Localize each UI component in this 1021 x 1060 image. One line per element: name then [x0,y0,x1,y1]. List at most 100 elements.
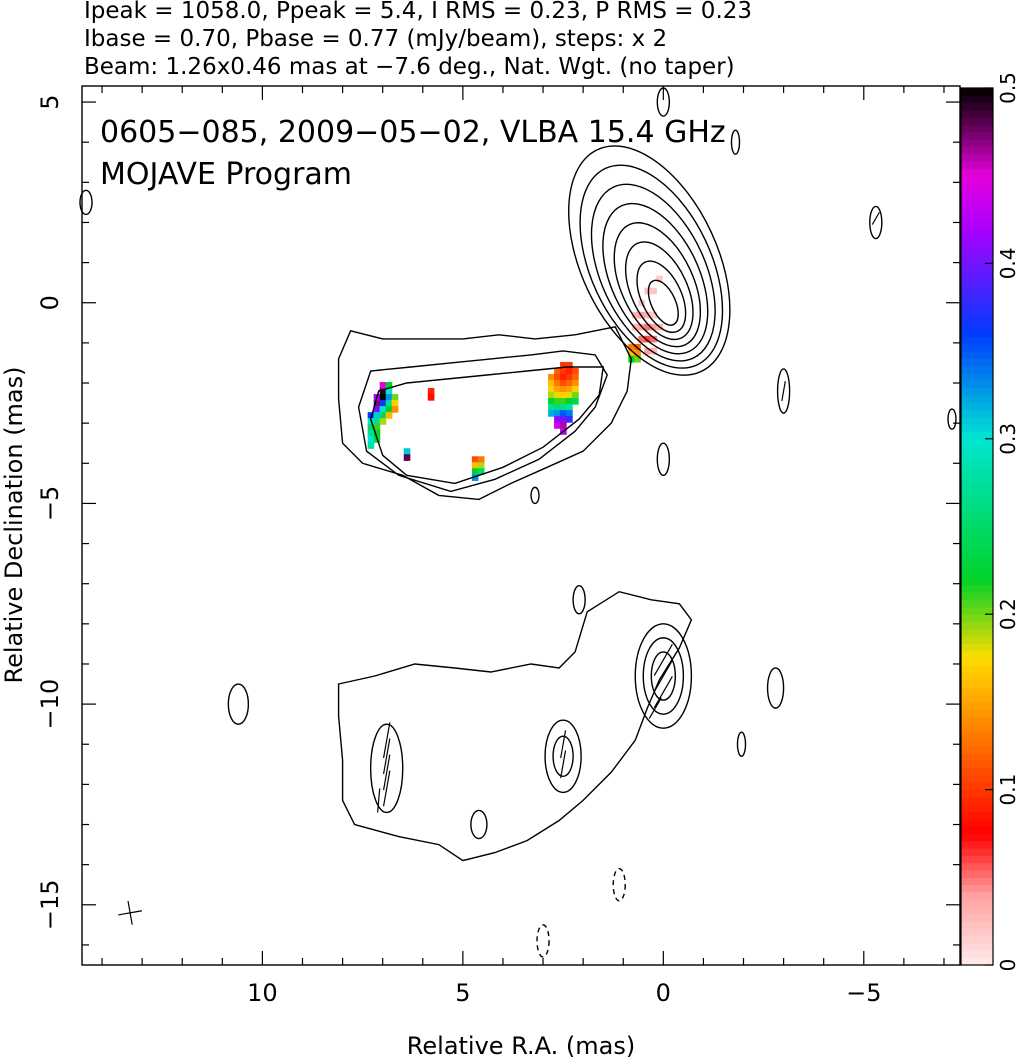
pol-pixel [650,287,657,295]
x-tick-label: 0 [656,979,671,1007]
colorbar-cell [961,511,993,520]
colorbar-cell [961,811,993,820]
evpa-vector [653,660,673,692]
noise-contour [227,683,250,725]
pol-pixel [373,400,381,407]
pol-pixel [566,386,573,393]
y-tick-label: 5 [36,94,64,109]
pol-pixel [403,448,411,455]
colorbar-cell [961,204,993,213]
noise-contour [736,731,747,757]
colorbar-cell [961,789,993,798]
core-contour [613,222,702,348]
pol-pixel [554,380,561,387]
colorbar-cell [961,402,993,411]
colorbar-cell [961,650,993,659]
pol-pixel [560,380,567,387]
pol-pixel [560,386,567,393]
pol-pixel [391,406,399,413]
colorbar-cell [961,848,993,856]
pol-pixel [373,424,381,431]
colorbar-cell [961,380,993,389]
colorbar-cell [961,592,993,601]
pol-pixel [554,404,561,411]
pol-pixel [650,335,657,343]
pol-blob-contour [369,723,404,814]
colorbar-cell [961,745,993,754]
evpa-vectors [118,212,880,925]
pol-blob-contour [634,623,693,729]
core-contour [647,279,679,326]
colorbar-cell [961,329,993,337]
pol-pixel [560,410,567,417]
colorbar-cell [961,950,993,959]
colorbar-cell [961,899,993,908]
pol-pixel [650,347,657,355]
axis-ticks [82,86,960,965]
y-axis-label: Relative Declination (mas) [0,366,28,683]
pol-pixel [644,335,651,343]
pol-pixel [379,406,387,413]
colorbar-cell [961,731,993,739]
pol-pixel [548,373,555,381]
colorbar-cell [961,292,993,301]
evpa-vector [377,788,381,813]
colorbar-cell [961,373,993,381]
pol-pixel [427,388,435,395]
pol-pixel [379,400,387,407]
pol-pixel [566,392,573,399]
colorbar-cell [961,278,993,286]
colorbar-cell [961,928,993,937]
colorbar-cell [961,460,993,469]
colorbar-cell [961,197,993,206]
x-tick-label: 5 [455,979,470,1007]
colorbar-cell [961,621,993,630]
header-line3: Beam: 1.26x0.46 mas at −7.6 deg., Nat. W… [84,54,735,80]
colorbar-cell [961,409,993,418]
y-tick-label: −10 [36,679,64,730]
noise-contour [730,129,741,155]
noise-contour [79,189,93,216]
colorbar-cell [961,504,993,513]
pol-pixel [560,361,567,369]
colorbar-cell [961,840,993,849]
pol-pixel [554,367,561,375]
colorbar-tick-label: 0.4 [996,247,1020,279]
pol-pixel [471,474,479,481]
colorbar-cell [961,665,993,674]
pol-pixel [656,275,663,283]
colorbar-cell [961,468,993,476]
pol-pixel [554,422,561,429]
evpa-vector [781,381,786,402]
pol-pixel [471,462,479,469]
pol-pixel [548,410,555,417]
noise-contour [612,867,626,902]
jet-contour [369,366,605,485]
evpa-vector [653,676,673,709]
evpa-vector [648,697,662,719]
pol-pixel [566,416,573,423]
jet-contour [337,326,633,501]
colorbar-cell [961,753,993,761]
pol-pixel [644,347,651,355]
evpa-vector [127,900,133,925]
noise-contour [530,486,540,505]
pol-pixel [373,430,381,437]
colorbar-cell [961,270,993,279]
colorbar-cell [961,599,993,608]
pol-pixel [548,398,555,405]
colorbar-cell [961,519,993,527]
pol-pixel [572,367,579,375]
y-tick-label: −5 [36,486,64,521]
colorbar-cell [961,153,993,162]
pol-pixel [632,323,639,331]
pol-pixel [367,436,375,443]
core-contour [590,183,716,362]
pol-pixel [566,361,573,369]
noise-contour [572,585,586,615]
colorbar-cell [961,475,993,484]
pol-pixel [367,430,375,437]
noise-contour [656,442,671,477]
colorbar-cell [961,628,993,637]
colorbar-cell [961,234,993,242]
